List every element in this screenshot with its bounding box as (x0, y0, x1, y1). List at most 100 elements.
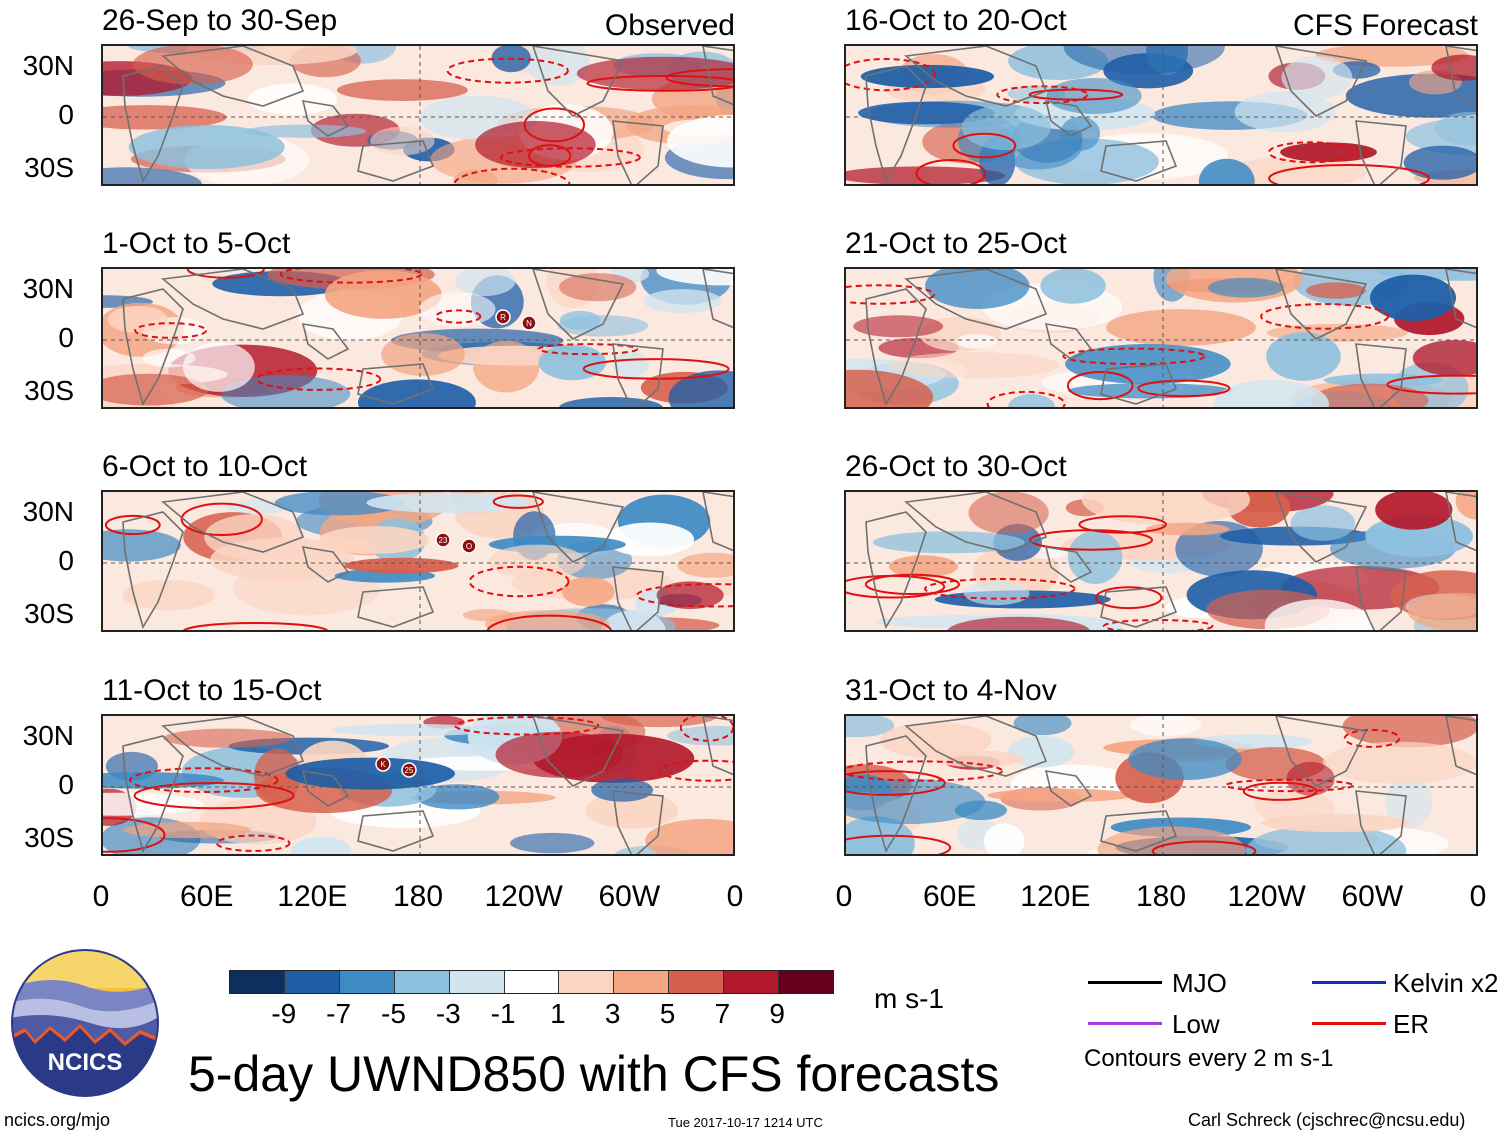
anomaly-region (1281, 56, 1353, 99)
colorbar-tick-label: -3 (435, 998, 461, 1029)
anomaly-region (488, 544, 586, 579)
er-contour (486, 614, 613, 630)
ncics-logo: NCICS (11, 949, 159, 1097)
anomaly-region (1007, 735, 1075, 768)
anomaly-region (1198, 158, 1255, 184)
coastline (357, 363, 435, 405)
panel-title: 6-Oct to 10-Oct (102, 450, 308, 483)
coastline (122, 735, 184, 853)
anomaly-region (947, 616, 1090, 630)
er-contour (492, 494, 544, 509)
coastline (301, 770, 350, 807)
anomaly-region (1065, 344, 1231, 384)
anomaly-region (645, 818, 733, 854)
colorbar-tick-label: 5 (659, 998, 676, 1029)
anomaly-region (336, 79, 468, 101)
colorbar-swatch (284, 971, 340, 993)
er-contour (1268, 141, 1354, 164)
storm-marker: 23 (435, 532, 451, 548)
anomaly-region (1097, 826, 1246, 854)
anomaly-region (1225, 157, 1367, 184)
latitude-label: 30S (24, 152, 74, 183)
coastline (122, 511, 184, 629)
anomaly-region (956, 334, 997, 349)
coastline (612, 343, 664, 407)
coastline (161, 716, 305, 777)
er-contour (182, 622, 329, 630)
er-contour (434, 309, 482, 324)
coastline (1100, 810, 1178, 852)
legend-line-mjo (1088, 981, 1162, 984)
coastline (1355, 343, 1407, 407)
anomaly-region (585, 792, 679, 829)
er-contour (1137, 379, 1231, 398)
coastline (1100, 586, 1178, 628)
anomaly-region (103, 529, 181, 562)
coastline (161, 269, 305, 330)
anomaly-region (525, 46, 590, 86)
er-contour (1268, 164, 1430, 184)
colorbar-units: m s-1 (874, 983, 944, 1014)
anomaly-region (510, 832, 595, 854)
er-contour (537, 343, 639, 356)
wind-anomaly-map (846, 46, 1476, 184)
longitude-label: 60W (1341, 880, 1404, 913)
coastline (357, 810, 435, 852)
anomaly-region (963, 581, 1030, 606)
svg-text:25: 25 (405, 766, 414, 775)
coastline (865, 65, 927, 183)
er-contour (1151, 840, 1257, 854)
latitude-label: 0 (58, 769, 74, 800)
legend-line-low (1088, 1022, 1162, 1025)
wind-anomaly-map (846, 269, 1476, 407)
panel-tag: CFS Forecast (1292, 9, 1478, 42)
legend-line-kelvin (1312, 981, 1386, 984)
anomaly-region (324, 270, 442, 319)
anomaly-region (344, 557, 459, 574)
coastline (161, 492, 305, 553)
longitude-label: 60E (922, 880, 977, 913)
anomaly-region (1370, 274, 1456, 321)
coastline (1445, 269, 1476, 329)
anomaly-region (858, 101, 995, 125)
anomaly-region (1455, 492, 1476, 520)
anomaly-region (1234, 91, 1336, 133)
er-contour (846, 284, 936, 305)
anomaly-region (1407, 592, 1476, 630)
anomaly-region (935, 750, 1024, 768)
footer-url: ncics.org/mjo (4, 1110, 111, 1130)
anomaly-region (1375, 492, 1453, 530)
anomaly-region (1068, 530, 1123, 584)
anomaly-region (495, 731, 624, 778)
coastline (865, 511, 927, 629)
anomaly-region (103, 373, 209, 406)
anomaly-region (1007, 394, 1056, 407)
storm-marker: K (375, 756, 391, 772)
latitude-label: 30S (24, 822, 74, 853)
coastline (1100, 140, 1178, 182)
anomaly-region (559, 273, 637, 302)
coastline (702, 492, 733, 552)
panel-title: 1-Oct to 5-Oct (102, 227, 291, 260)
colorbar-tick-label: -7 (326, 998, 352, 1029)
anomaly-region (1306, 282, 1366, 299)
legend-label-low: Low (1172, 1009, 1220, 1039)
anomaly-region (860, 64, 995, 89)
coastline (702, 269, 733, 329)
anomaly-region (968, 492, 1049, 535)
anomaly-region (559, 397, 663, 407)
storm-marker: 25 (401, 762, 417, 778)
coastline (1100, 363, 1178, 405)
latitude-label: 0 (58, 545, 74, 576)
coastline (1275, 46, 1368, 117)
coastline (612, 120, 664, 184)
er-contour (500, 147, 641, 168)
anomaly-region (559, 310, 601, 330)
svg-text:N: N (526, 319, 532, 328)
colorbar-tick-label: 3 (604, 998, 621, 1029)
anomaly-region (1266, 332, 1341, 381)
wind-anomaly-map (846, 716, 1476, 854)
longitude-label: 120E (1020, 880, 1091, 913)
coastline (904, 492, 1048, 553)
